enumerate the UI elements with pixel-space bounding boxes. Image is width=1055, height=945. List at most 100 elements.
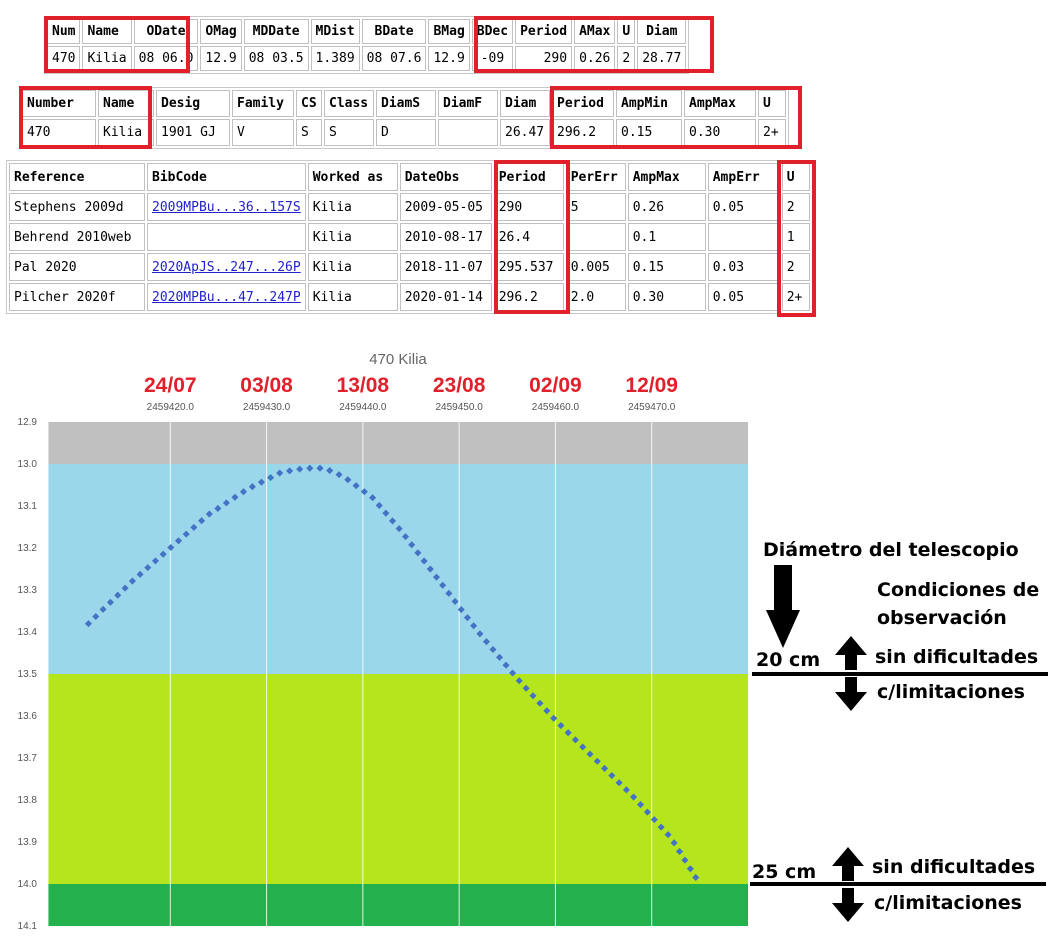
asteroid-properties-table: Number Name Desig Family CS Class DiamS DiamF Di… <box>19 87 789 149</box>
bibcode-link[interactable]: 2020MPBu...47..247P <box>152 289 301 305</box>
data-point <box>190 523 198 531</box>
cell-period: 290 <box>493 193 564 221</box>
data-point <box>601 764 609 772</box>
cell-u: 2 <box>617 46 636 71</box>
col-header-period: Period <box>552 90 614 117</box>
y-tick-label: 13.3 <box>18 585 38 596</box>
data-point <box>408 541 416 549</box>
data-point <box>692 873 700 881</box>
date-label: 24/07 <box>144 374 197 397</box>
cell-family: V <box>232 119 294 146</box>
cell-bdate: 08 07.6 <box>361 46 427 71</box>
data-point <box>543 707 551 715</box>
cell-worked-as: Kilia <box>307 193 398 221</box>
data-point <box>401 533 410 541</box>
col-header-period: Period <box>493 163 564 191</box>
chart-title: 470 Kilia <box>369 351 427 368</box>
y-tick-label: 13.6 <box>18 711 38 722</box>
cell-desig: 1901 GJ <box>156 119 230 146</box>
cell-dateobs: 2020-01-14 <box>399 283 492 311</box>
data-point <box>369 494 377 502</box>
data-point <box>445 589 453 597</box>
col-header-u: U <box>781 163 810 191</box>
data-point <box>167 543 175 552</box>
y-tick-label: 14.0 <box>18 879 38 890</box>
bibcode-link[interactable]: 2020ApJS..247...26P <box>152 259 301 275</box>
bibcode-link[interactable]: 2009MPBu...36..157S <box>152 199 301 215</box>
data-point <box>360 488 368 496</box>
data-point <box>495 653 504 661</box>
tier-divider-25cm <box>750 882 1046 886</box>
cell-bibcode: 2020MPBu...47..247P <box>147 283 306 311</box>
brightness-chart: 470 Kilia 12.9 13.0 13.1 13.2 13.3 13.4 13.5 13… <box>18 351 748 932</box>
data-point <box>326 467 334 475</box>
data-point <box>457 606 465 614</box>
col-header-number: Number <box>22 90 96 117</box>
data-point <box>344 476 352 484</box>
cell-dateobs: 2009-05-05 <box>399 193 492 221</box>
data-point <box>335 471 343 479</box>
col-header-bibcode: BibCode <box>147 163 306 191</box>
cell-diam: 28.77 <box>637 46 687 71</box>
cell-period: 295.537 <box>493 253 564 281</box>
data-point <box>205 510 213 518</box>
col-header-diam: Diam <box>500 90 550 117</box>
cell-reference: Stephens 2009d <box>9 193 145 221</box>
col-header-amperr: AmpErr <box>707 163 780 191</box>
data-point <box>515 677 523 685</box>
col-header-class: Class <box>324 90 374 117</box>
table-header-row: Reference BibCode Worked as DateObs Period Pe… <box>9 163 810 191</box>
condition-band <box>48 422 748 464</box>
col-header-family: Family <box>232 90 294 117</box>
y-tick-label: 13.9 <box>18 837 38 848</box>
y-tick-label: 13.8 <box>18 795 38 806</box>
data-point <box>99 605 107 613</box>
data-point <box>414 549 422 557</box>
cell-bibcode: 2020ApJS..247...26P <box>147 253 306 281</box>
date-label: 03/08 <box>240 374 293 397</box>
cell-worked-as: Kilia <box>307 253 398 281</box>
date-label: 13/08 <box>337 374 390 397</box>
date-label: 02/09 <box>529 374 582 397</box>
cell-class: S <box>324 119 374 146</box>
x-tick-label: 2459470.0 <box>628 402 676 413</box>
col-header-num: Num <box>47 19 81 44</box>
down-arrow-icon <box>832 888 864 922</box>
data-point <box>608 772 616 780</box>
cell-period: 26.4 <box>493 223 564 251</box>
y-tick-label: 13.4 <box>18 627 38 638</box>
col-header-ampmax: AmpMax <box>627 163 706 191</box>
conditions-title-line1: Condiciones de <box>877 579 1040 601</box>
col-header-diams: DiamS <box>376 90 436 117</box>
data-point <box>622 786 630 794</box>
data-point <box>571 736 579 744</box>
data-point <box>451 597 459 605</box>
data-point <box>257 478 265 486</box>
col-header-dateobs: DateObs <box>399 163 492 191</box>
data-point <box>214 504 222 513</box>
data-point <box>231 493 239 501</box>
x-tick-label: 2459430.0 <box>243 402 291 413</box>
data-point <box>675 847 684 856</box>
col-header-diam: Diam <box>637 19 687 44</box>
cell-diam: 26.47 <box>500 119 550 146</box>
col-header-bmag: BMag <box>428 19 470 44</box>
col-header-omag: OMag <box>200 19 242 44</box>
col-header-period: Period <box>515 19 573 44</box>
tier-size-20cm: 20 cm <box>756 649 821 671</box>
cell-bmag: 12.9 <box>428 46 470 71</box>
data-point <box>636 801 645 809</box>
data-point <box>106 598 114 606</box>
cell-num: 470 <box>47 46 81 71</box>
data-point <box>681 856 689 864</box>
cell-u: 2 <box>781 253 810 281</box>
cell-amperr <box>707 223 780 251</box>
data-point <box>352 482 360 490</box>
diameter-title: Diámetro del telescopio <box>763 539 1019 561</box>
cell-ampmax: 0.30 <box>627 283 706 311</box>
cell-ampmax: 0.15 <box>627 253 706 281</box>
table-row: Stephens 2009d 2009MPBu...36..157S Kilia 20… <box>9 193 810 221</box>
data-point <box>432 573 441 581</box>
data-point <box>664 831 672 839</box>
col-header-worked-as: Worked as <box>307 163 398 191</box>
